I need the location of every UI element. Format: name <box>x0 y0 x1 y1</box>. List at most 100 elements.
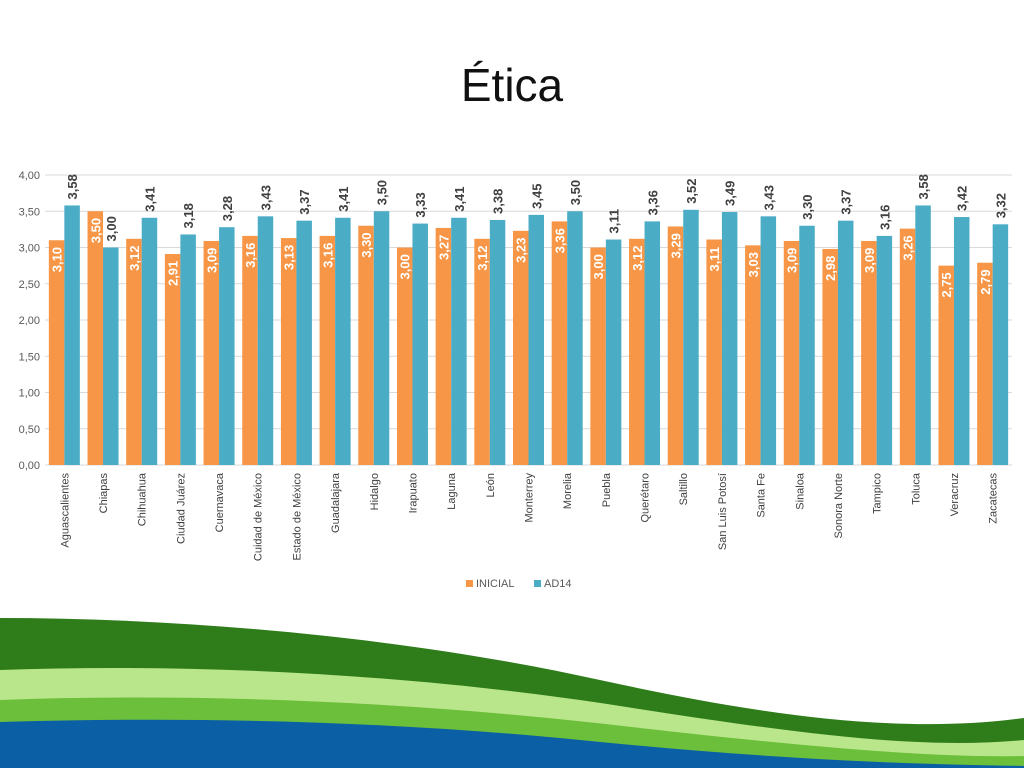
bar-inicial <box>48 240 65 465</box>
bar-ad14 <box>103 247 119 465</box>
y-tick-label: 3,50 <box>19 206 40 218</box>
value-label-ad14: 3,32 <box>993 193 1008 218</box>
bar-ad14 <box>451 217 467 465</box>
x-category-label: Santa Fe <box>756 473 768 518</box>
bar-ad14 <box>412 223 428 465</box>
bar-chart: 0,000,501,001,502,002,503,003,504,00 3,1… <box>19 170 1012 590</box>
bar-inicial <box>899 228 916 465</box>
bars <box>48 205 1009 465</box>
y-tick-label: 4,00 <box>19 170 40 182</box>
bar-inicial <box>280 238 297 465</box>
legend-label: INICIAL <box>476 578 515 590</box>
bar-ad14 <box>683 209 699 465</box>
x-category-label: Zacatecas <box>988 473 1000 524</box>
x-category-label: Puebla <box>601 472 613 507</box>
value-label-inicial: 3,09 <box>862 248 877 273</box>
bar-inicial <box>164 254 181 465</box>
slide-title: Ética <box>460 59 564 111</box>
value-label-ad14: 3,38 <box>491 189 506 214</box>
x-category-label: Toluca <box>910 472 922 505</box>
bar-inicial <box>203 240 220 465</box>
value-label-ad14: 3,00 <box>104 216 119 241</box>
y-axis-ticks: 0,00 0,50 1,00 1,50 2,00 2,50 3,00 3,50 4,00 <box>19 170 40 472</box>
value-label-inicial: 3,27 <box>436 235 451 260</box>
legend-label: AD14 <box>544 578 572 590</box>
value-label-ad14: 3,50 <box>568 180 583 205</box>
y-tick-label: 0,00 <box>19 460 40 472</box>
bar-inicial <box>435 227 452 465</box>
x-category-label: Estado de México <box>291 473 303 560</box>
bar-ad14 <box>219 227 235 465</box>
bar-inicial <box>667 226 684 465</box>
bar-ad14 <box>257 216 274 465</box>
bar-ad14 <box>567 211 583 465</box>
value-label-inicial: 2,91 <box>166 261 181 286</box>
value-label-inicial: 3,23 <box>514 238 529 263</box>
decorative-waves <box>0 618 1024 768</box>
value-label-ad14: 3,41 <box>336 186 351 211</box>
bar-inicial <box>87 211 104 465</box>
x-category-label: Querétaro <box>640 473 652 523</box>
bar-ad14 <box>64 205 80 465</box>
bar-inicial <box>358 225 374 465</box>
bar-ad14 <box>644 221 661 465</box>
value-label-inicial: 3,29 <box>668 233 683 258</box>
value-label-ad14: 3,41 <box>452 186 467 211</box>
bar-inicial <box>745 245 761 465</box>
value-label-inicial: 3,13 <box>282 245 297 270</box>
bar-inicial <box>513 230 529 465</box>
value-labels: 3,103,583,50 3,003,123,412,913,183,093,28… <box>50 174 1009 297</box>
x-category-label: Veracruz <box>949 473 961 516</box>
x-category-label: San Luis Potosí <box>717 473 729 550</box>
bar-inicial <box>126 238 142 465</box>
bar-inicial <box>551 221 568 465</box>
bar-ad14 <box>180 234 196 465</box>
y-tick-label: 1,50 <box>19 351 40 363</box>
value-label-ad14: 3,43 <box>761 185 776 210</box>
value-label-ad14: 3,18 <box>181 203 196 228</box>
value-label-inicial: 3,36 <box>552 228 567 253</box>
value-label-ad14: 3,45 <box>529 184 544 209</box>
value-label-inicial: 2,75 <box>939 272 954 297</box>
value-label-inicial: 3,10 <box>50 247 65 272</box>
x-category-label: Aguascalientes <box>59 473 71 548</box>
bar-ad14 <box>605 239 622 465</box>
y-tick-label: 2,50 <box>19 279 40 291</box>
value-label-ad14: 3,37 <box>297 189 312 214</box>
value-label-inicial: 3,00 <box>591 254 606 279</box>
y-tick-label: 1,00 <box>19 388 40 400</box>
bar-ad14 <box>760 216 777 465</box>
value-label-inicial: 3,00 <box>398 254 413 279</box>
value-label-inicial: 2,98 <box>823 256 838 281</box>
value-label-inicial: 3,16 <box>243 243 258 268</box>
bar-ad14 <box>296 220 312 465</box>
value-label-ad14: 3,37 <box>839 189 854 214</box>
value-label-inicial: 2,79 <box>978 269 993 294</box>
wave-blue <box>0 719 1024 768</box>
x-category-label: Cuidad de México <box>253 473 265 561</box>
x-category-label: Saltillo <box>678 473 690 505</box>
bar-ad14 <box>721 211 738 465</box>
bar-inicial <box>242 235 258 465</box>
value-label-ad14: 3,58 <box>916 174 931 199</box>
value-label-ad14: 3,58 <box>65 174 80 199</box>
value-label-inicial: 3,16 <box>320 243 335 268</box>
value-label-ad14: 3,52 <box>684 178 699 203</box>
legend-swatch <box>466 580 473 587</box>
value-label-ad14: 3,33 <box>413 192 428 217</box>
value-label-ad14: 3,30 <box>800 194 815 219</box>
bar-inicial <box>629 238 645 465</box>
x-category-label: Hidalgo <box>369 473 381 510</box>
x-category-label: Cuernavaca <box>214 472 226 532</box>
bar-ad14 <box>837 220 854 465</box>
value-label-ad14: 3,42 <box>955 186 970 211</box>
value-label-inicial: 3,11 <box>707 247 722 272</box>
bar-ad14 <box>915 205 931 465</box>
bar-ad14 <box>992 224 1009 465</box>
category-labels: Aguascalientes Chiapas Chihuahua Ciudad Juá… <box>59 472 999 561</box>
value-label-inicial: 3,09 <box>204 248 219 273</box>
value-label-inicial: 3,09 <box>785 248 800 273</box>
bar-ad14 <box>528 214 544 465</box>
bar-inicial <box>783 240 800 465</box>
legend: INICIAL AD14 <box>466 578 572 590</box>
